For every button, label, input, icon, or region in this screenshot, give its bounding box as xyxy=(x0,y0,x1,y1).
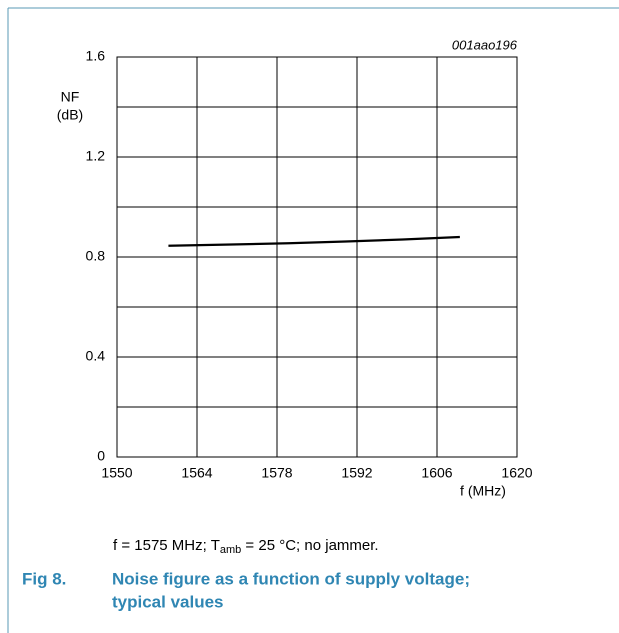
figure-title: typical values xyxy=(112,592,224,611)
data-line xyxy=(168,235,460,247)
caption: f = 1575 MHz; Tamb = 25 °C; no jammer. xyxy=(113,537,379,556)
y-tick-label: 1.2 xyxy=(86,148,106,164)
y-tick-label: 0 xyxy=(97,448,105,464)
x-axis-label: f (MHz) xyxy=(460,483,506,499)
x-tick-label: 1620 xyxy=(501,465,532,481)
figure-title: Noise figure as a function of supply vol… xyxy=(112,569,470,588)
caption-subscript: amb xyxy=(220,544,241,556)
y-tick-label: 0.8 xyxy=(86,248,106,264)
x-tick-label: 1592 xyxy=(341,465,372,481)
x-tick-label: 1578 xyxy=(261,465,292,481)
caption-text: f = 1575 MHz; T xyxy=(113,537,220,554)
figure-number: Fig 8. xyxy=(22,569,66,588)
y-tick-label: 1.6 xyxy=(86,48,106,64)
x-tick-label: 1564 xyxy=(181,465,212,481)
y-axis-label: (dB) xyxy=(57,107,83,123)
y-tick-label: 0.4 xyxy=(86,348,106,364)
x-tick-label: 1550 xyxy=(101,465,132,481)
figure-id: 001aao196 xyxy=(452,37,518,52)
x-tick-label: 1606 xyxy=(421,465,452,481)
y-axis-label: NF xyxy=(61,89,80,105)
caption-text: = 25 °C; no jammer. xyxy=(241,537,378,554)
